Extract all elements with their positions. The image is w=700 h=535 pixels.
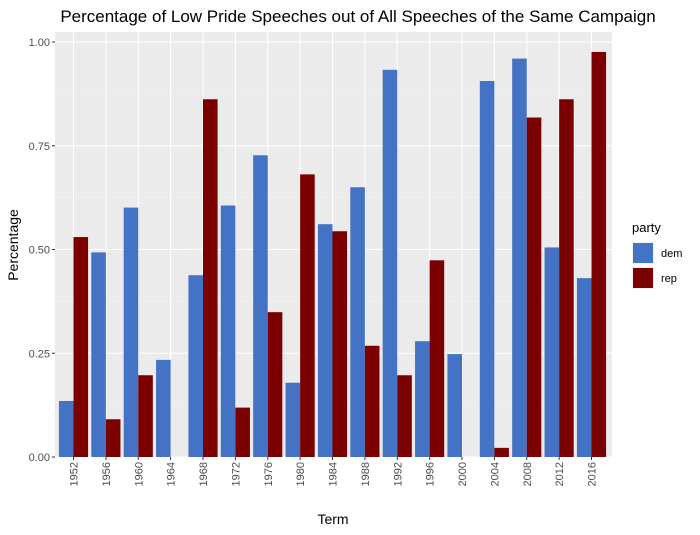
y-tick-label: 0.50 <box>29 245 50 257</box>
x-tick-label: 1984 <box>328 462 340 486</box>
x-tick-label: 1960 <box>133 462 145 486</box>
x-tick-label: 1972 <box>230 462 242 486</box>
y-tick-label: 1.00 <box>29 37 50 49</box>
y-tick-label: 0.00 <box>29 452 50 464</box>
bar-dem-1968 <box>188 275 203 457</box>
x-tick-label: 1996 <box>425 462 437 486</box>
bar-dem-1980 <box>285 382 301 457</box>
bar-rep-1988 <box>364 345 380 457</box>
x-tick-label: 1992 <box>392 462 404 486</box>
bar-rep-2004 <box>494 447 509 457</box>
bar-dem-1984 <box>317 224 333 457</box>
y-tick-label: 0.75 <box>29 141 50 153</box>
bar-dem-1976 <box>253 155 268 458</box>
legend-key-dem <box>633 243 653 263</box>
chart-title: Percentage of Low Pride Speeches out of … <box>60 7 655 26</box>
bar-rep-1976 <box>267 312 283 457</box>
bar-dem-1952 <box>58 400 74 457</box>
bar-dem-2004 <box>479 81 495 457</box>
x-tick-label: 1976 <box>263 462 275 486</box>
bar-rep-1980 <box>300 174 315 457</box>
bar-rep-1996 <box>429 260 445 457</box>
x-tick-label: 2008 <box>522 462 534 486</box>
legend-label-rep: rep <box>661 273 677 285</box>
bar-dem-1988 <box>350 187 365 457</box>
x-tick-label: 2000 <box>457 462 469 486</box>
bar-rep-2016 <box>591 51 607 458</box>
bar-rep-1968 <box>203 99 218 458</box>
bar-rep-1992 <box>397 375 412 457</box>
bar-rep-2008 <box>526 117 542 457</box>
bar-rep-1972 <box>235 407 250 457</box>
x-tick-label: 2016 <box>587 462 599 486</box>
bar-dem-1964 <box>156 359 171 457</box>
bar-dem-1972 <box>220 205 236 457</box>
bar-rep-1952 <box>73 237 89 457</box>
x-tick-label: 1988 <box>360 462 372 486</box>
legend-title: party <box>632 220 661 235</box>
x-tick-label: 1964 <box>166 462 178 486</box>
x-tick-label: 2004 <box>489 462 501 486</box>
bar-rep-1984 <box>332 231 348 457</box>
bar-dem-1992 <box>382 69 398 458</box>
bar-dem-2016 <box>576 278 592 457</box>
bar-dem-2012 <box>544 247 560 457</box>
x-axis: 1952 1956 1960 1964 1968 1972 1976 1980 1984 1988… <box>69 457 599 486</box>
bar-rep-2012 <box>559 99 574 458</box>
bar-dem-1956 <box>91 252 106 457</box>
legend-label-dem: dem <box>661 248 682 260</box>
x-tick-label: 1980 <box>295 462 307 486</box>
legend-key-rep <box>633 268 653 288</box>
bar-dem-2000 <box>447 354 462 457</box>
x-tick-label: 2012 <box>554 462 566 486</box>
bar-rep-1960 <box>138 375 153 457</box>
legend: party dem rep <box>632 220 682 289</box>
bar-dem-2008 <box>512 58 527 457</box>
y-tick-label: 0.25 <box>29 348 50 360</box>
y-axis-title: Percentage <box>5 209 21 281</box>
y-axis: 0.00 0.25 0.50 0.75 1.00 <box>29 37 55 464</box>
x-tick-label: 1956 <box>101 462 113 486</box>
x-tick-label: 1952 <box>69 462 81 486</box>
bar-rep-1956 <box>105 419 121 457</box>
bars <box>58 51 607 458</box>
x-tick-label: 1968 <box>198 462 210 486</box>
bar-dem-1960 <box>123 207 139 457</box>
bar-dem-1996 <box>415 341 430 457</box>
x-axis-title: Term <box>317 511 348 527</box>
